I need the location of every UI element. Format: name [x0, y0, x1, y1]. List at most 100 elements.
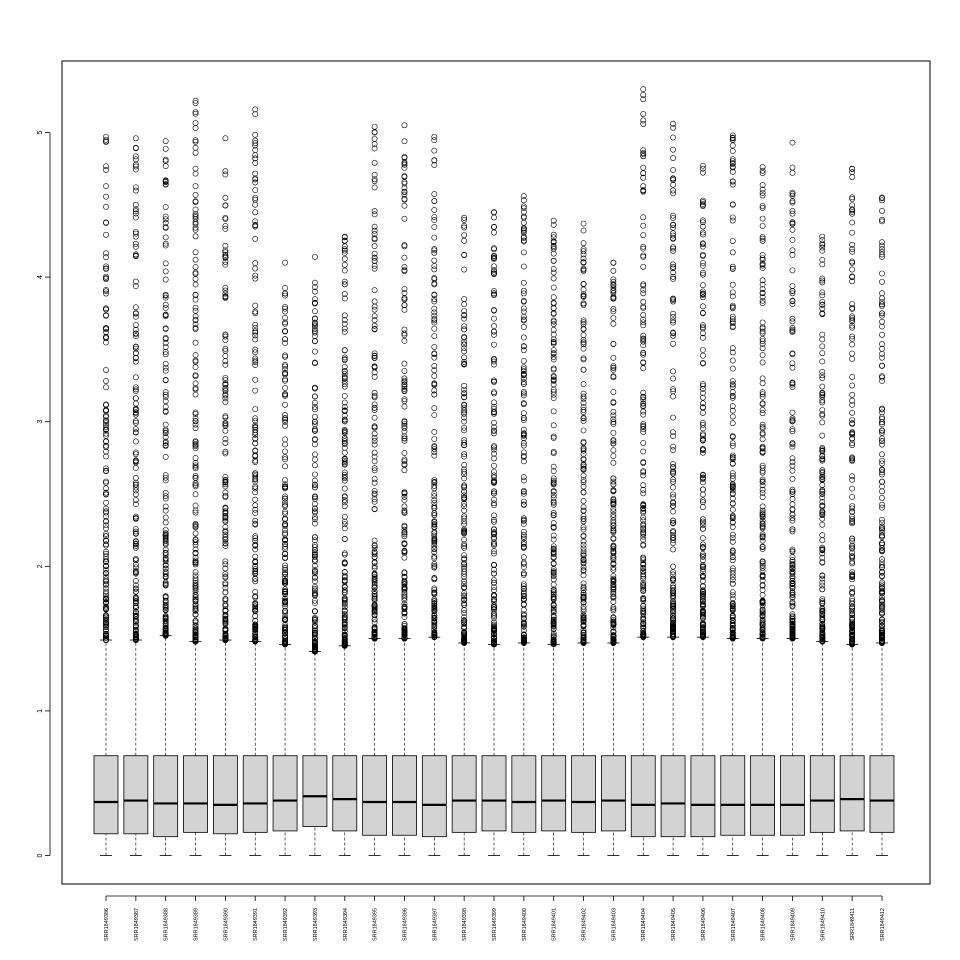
outlier-point: [431, 607, 438, 614]
outlier-point: [431, 532, 438, 539]
outlier-point: [700, 253, 706, 259]
outlier-point: [520, 308, 527, 315]
outlier-point: [610, 315, 617, 321]
outlier-point: [550, 494, 557, 501]
outlier-point: [252, 435, 259, 442]
outlier-point: [192, 586, 199, 593]
outlier-point: [103, 626, 109, 633]
outlier-point: [371, 628, 378, 635]
outlier-point: [132, 491, 139, 498]
outlier-point: [461, 515, 468, 522]
outlier-point: [580, 301, 587, 308]
outlier-point: [162, 443, 169, 449]
outlier-point: [103, 453, 109, 460]
outlier-point: [401, 507, 408, 514]
outlier-point: [371, 575, 378, 582]
outlier-point: [580, 356, 587, 363]
outlier-point: [700, 564, 706, 570]
outlier-point: [103, 624, 109, 630]
outlier-point: [819, 620, 826, 627]
outlier-point: [103, 325, 109, 331]
outlier-point: [520, 596, 527, 603]
outlier-point: [401, 179, 408, 185]
outlier-point: [222, 395, 229, 402]
outlier-point: [789, 426, 796, 433]
outlier-point: [610, 306, 617, 312]
outlier-point: [849, 455, 856, 462]
outlier-point: [192, 425, 199, 432]
outlier-point: [103, 286, 109, 293]
outlier-point: [729, 164, 736, 171]
outlier-point: [282, 508, 288, 515]
outlier-point: [640, 608, 647, 615]
outlier-point: [162, 536, 169, 542]
outlier-point: [222, 512, 229, 519]
x-tick-label: SRR1849411: [850, 908, 856, 941]
outlier-point: [789, 546, 796, 553]
outlier-point: [640, 565, 647, 571]
outlier-point: [282, 314, 288, 321]
outlier-point: [461, 217, 468, 223]
outlier-point: [670, 414, 676, 421]
outlier-point: [371, 506, 378, 513]
outlier-point: [789, 189, 796, 196]
outlier-point: [312, 608, 318, 615]
outlier-point: [550, 231, 557, 238]
outlier-point: [700, 627, 706, 634]
outlier-point: [491, 548, 497, 555]
outlier-point: [252, 578, 259, 585]
outlier-point: [550, 488, 557, 494]
outlier-point: [819, 369, 826, 375]
outlier-point: [431, 512, 438, 519]
outlier-point: [162, 421, 169, 428]
outlier-point: [520, 452, 527, 459]
outlier-point-max: [520, 193, 527, 200]
outlier-point: [580, 251, 587, 258]
outlier-point: [520, 521, 527, 527]
outlier-point: [341, 551, 348, 558]
outlier-point: [520, 263, 527, 270]
outlier-point: [879, 532, 885, 539]
outlier-point: [371, 551, 378, 558]
outlier-point: [371, 596, 378, 602]
outlier-point: [759, 612, 766, 619]
outlier-point: [520, 516, 527, 523]
outlier-point: [252, 362, 259, 368]
outlier-point: [520, 611, 527, 617]
outlier-point: [132, 611, 139, 617]
outlier-point: [759, 449, 766, 456]
outlier-point: [401, 243, 408, 250]
outlier-point: [550, 548, 557, 555]
outlier-point: [879, 435, 885, 442]
outlier-point: [192, 226, 199, 233]
outlier-point: [849, 473, 856, 480]
outlier-point: [520, 581, 527, 588]
outlier-point: [461, 345, 468, 351]
outlier-point: [132, 283, 139, 289]
outlier-point: [789, 526, 796, 533]
outlier-point: [162, 335, 169, 341]
outlier-point: [819, 482, 826, 488]
outlier-point-max: [550, 217, 557, 224]
outlier-point: [819, 499, 826, 505]
outlier-point: [610, 412, 617, 419]
outlier-point: [103, 489, 109, 496]
outlier-point: [729, 161, 736, 168]
outlier-point: [431, 266, 438, 273]
outlier-point: [192, 313, 199, 320]
outlier-point: [640, 585, 647, 592]
x-tick-label: SRR1849392: [283, 908, 289, 941]
outlier-point: [580, 417, 587, 424]
outlier-point: [759, 294, 766, 300]
outlier-point: [461, 386, 468, 393]
box-iqr: [511, 755, 537, 833]
outlier-point: [132, 419, 139, 426]
outlier-point: [132, 304, 139, 311]
outlier-point: [759, 297, 766, 304]
outlier-point: [312, 592, 318, 599]
x-tick-label: SRR1849388: [164, 908, 170, 941]
outlier-point: [729, 452, 736, 459]
outlier-point: [700, 583, 706, 589]
outlier-point: [371, 354, 378, 361]
outlier-point: [789, 590, 796, 596]
